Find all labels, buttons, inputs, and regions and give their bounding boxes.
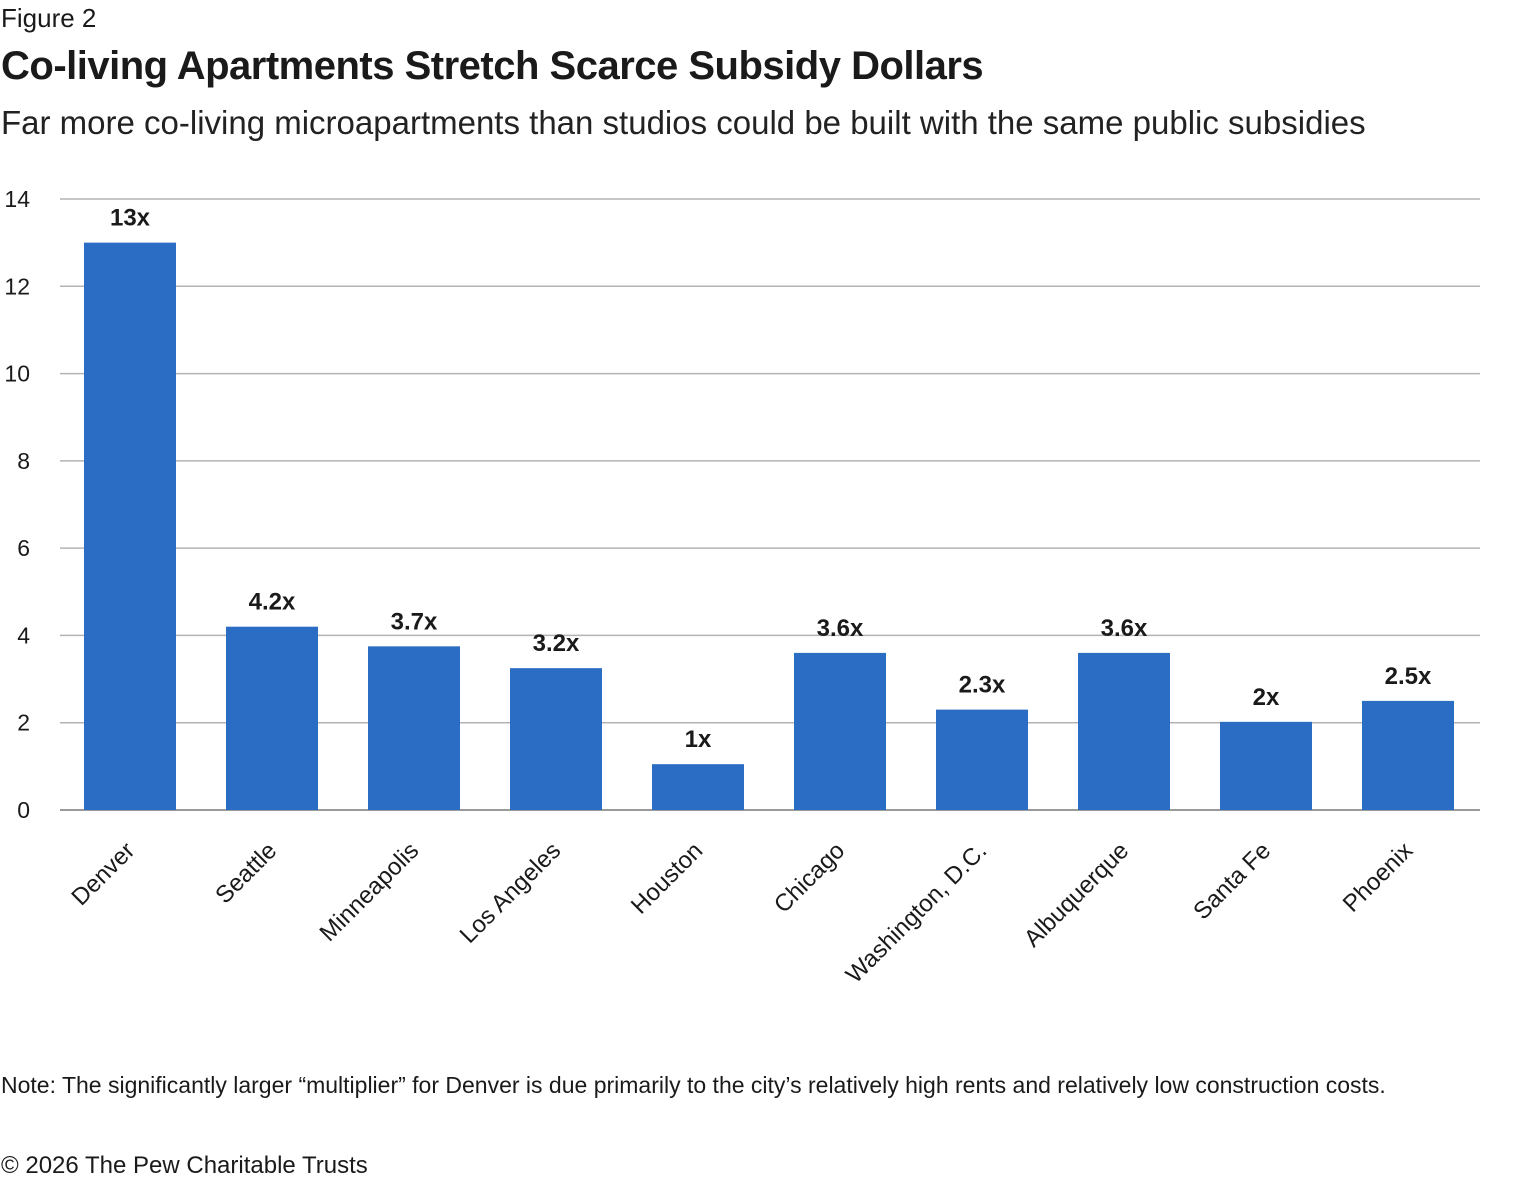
category-label-washington-d-c: Washington, D.C. (841, 837, 992, 988)
bar-chicago (794, 652, 886, 810)
bar-chart: 0 2 4 6 8 10 12 14 13x 4.2x 3.7x 3.2x 1x 3.6x 2.3x 3.6… (4, 186, 1480, 989)
bar-santa-fe (1220, 721, 1312, 810)
y-tick-label-8: 8 (17, 448, 30, 474)
category-label-chicago: Chicago (769, 837, 850, 918)
category-label-minneapolis: Minneapolis (315, 837, 425, 947)
data-labels: 13x 4.2x 3.7x 3.2x 1x 3.6x 2.3x 3.6x 2x 2.5x (110, 205, 1432, 754)
y-axis-ticks: 0 2 4 6 8 10 12 14 (4, 186, 30, 823)
category-label-albuquerque: Albuquerque (1019, 837, 1134, 952)
bar-denver (84, 242, 176, 811)
y-tick-label-14: 14 (4, 186, 30, 212)
data-label-santa-fe: 2x (1253, 684, 1280, 711)
chart-title: Co-living Apartments Stretch Scarce Subs… (1, 44, 984, 88)
bar-seattle (226, 626, 318, 810)
y-tick-label-12: 12 (4, 273, 30, 299)
data-label-denver: 13x (110, 205, 151, 232)
category-label-santa-fe: Santa Fe (1188, 837, 1276, 925)
category-label-phoenix: Phoenix (1338, 837, 1418, 917)
data-label-phoenix: 2.5x (1385, 663, 1432, 690)
chart-note: Note: The significantly larger “multipli… (1, 1072, 1386, 1098)
data-label-washington-d-c: 2.3x (959, 672, 1006, 699)
data-label-seattle: 4.2x (249, 589, 296, 616)
data-label-minneapolis: 3.7x (391, 608, 438, 635)
copyright: © 2026 The Pew Charitable Trusts (1, 1152, 368, 1179)
bar-minneapolis (368, 646, 460, 810)
chart-subtitle: Far more co-living microapartments than … (1, 104, 1366, 141)
data-label-houston: 1x (685, 726, 712, 753)
category-label-houston: Houston (626, 837, 708, 919)
category-label-los-angeles: Los Angeles (455, 837, 567, 949)
y-tick-label-4: 4 (17, 622, 30, 648)
bar-los-angeles (510, 668, 602, 810)
x-axis-categories: Denver Seattle Minneapolis Los Angeles Houst… (66, 837, 1418, 988)
category-label-denver: Denver (66, 837, 140, 911)
category-label-seattle: Seattle (210, 837, 282, 909)
y-tick-label-10: 10 (4, 361, 30, 387)
y-tick-label-2: 2 (17, 710, 30, 736)
bar-washington-d-c (936, 709, 1028, 810)
data-label-chicago: 3.6x (817, 615, 864, 642)
figure-label: Figure 2 (1, 3, 97, 33)
y-tick-label-6: 6 (17, 535, 30, 561)
bars (84, 242, 1454, 811)
bar-houston (652, 764, 744, 810)
y-tick-label-0: 0 (17, 797, 30, 823)
data-label-albuquerque: 3.6x (1101, 615, 1148, 642)
data-label-los-angeles: 3.2x (533, 630, 580, 657)
bar-albuquerque (1078, 652, 1170, 810)
bar-phoenix (1362, 700, 1454, 810)
